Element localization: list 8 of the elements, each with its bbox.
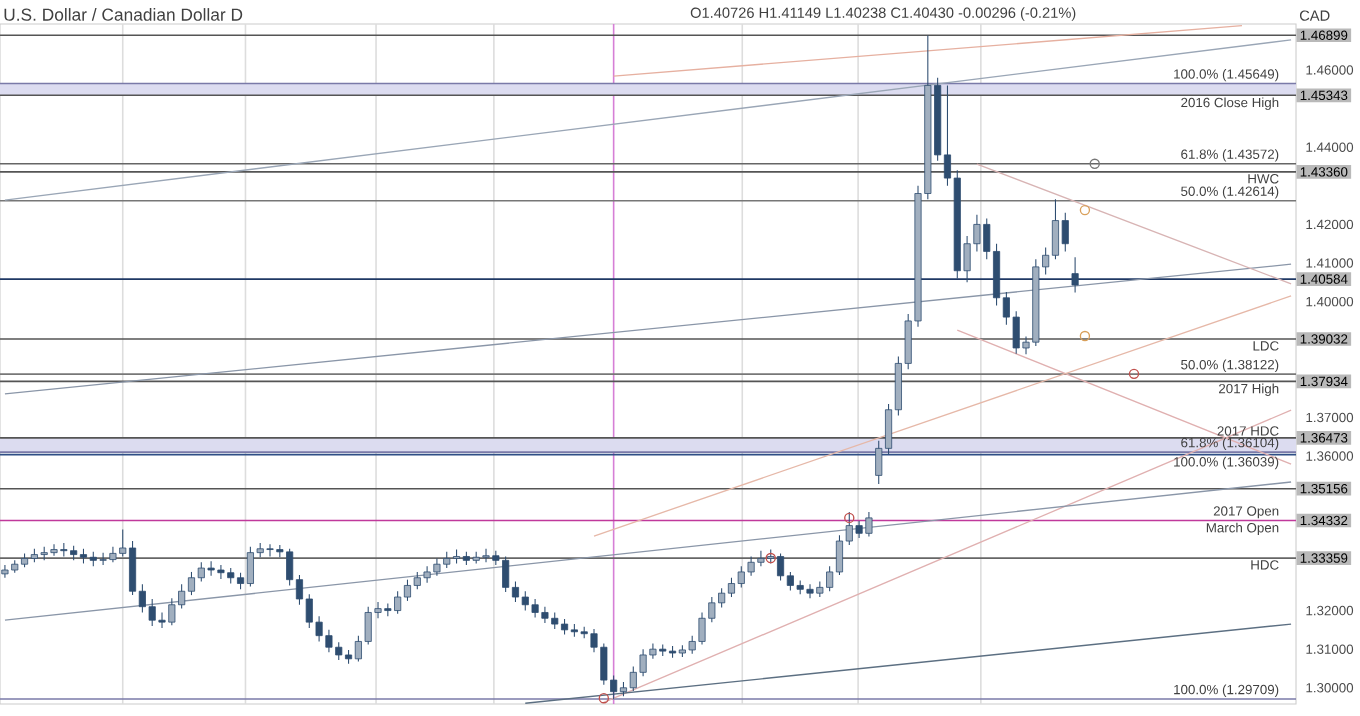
point — [844, 512, 855, 524]
point — [1079, 330, 1091, 342]
candlestick — [1071, 256, 1079, 293]
point — [1089, 158, 1100, 169]
point — [1128, 368, 1140, 380]
point — [598, 693, 610, 704]
point — [1079, 204, 1091, 216]
chart-title: U.S. Dollar / Canadian Dollar D — [4, 8, 243, 21]
